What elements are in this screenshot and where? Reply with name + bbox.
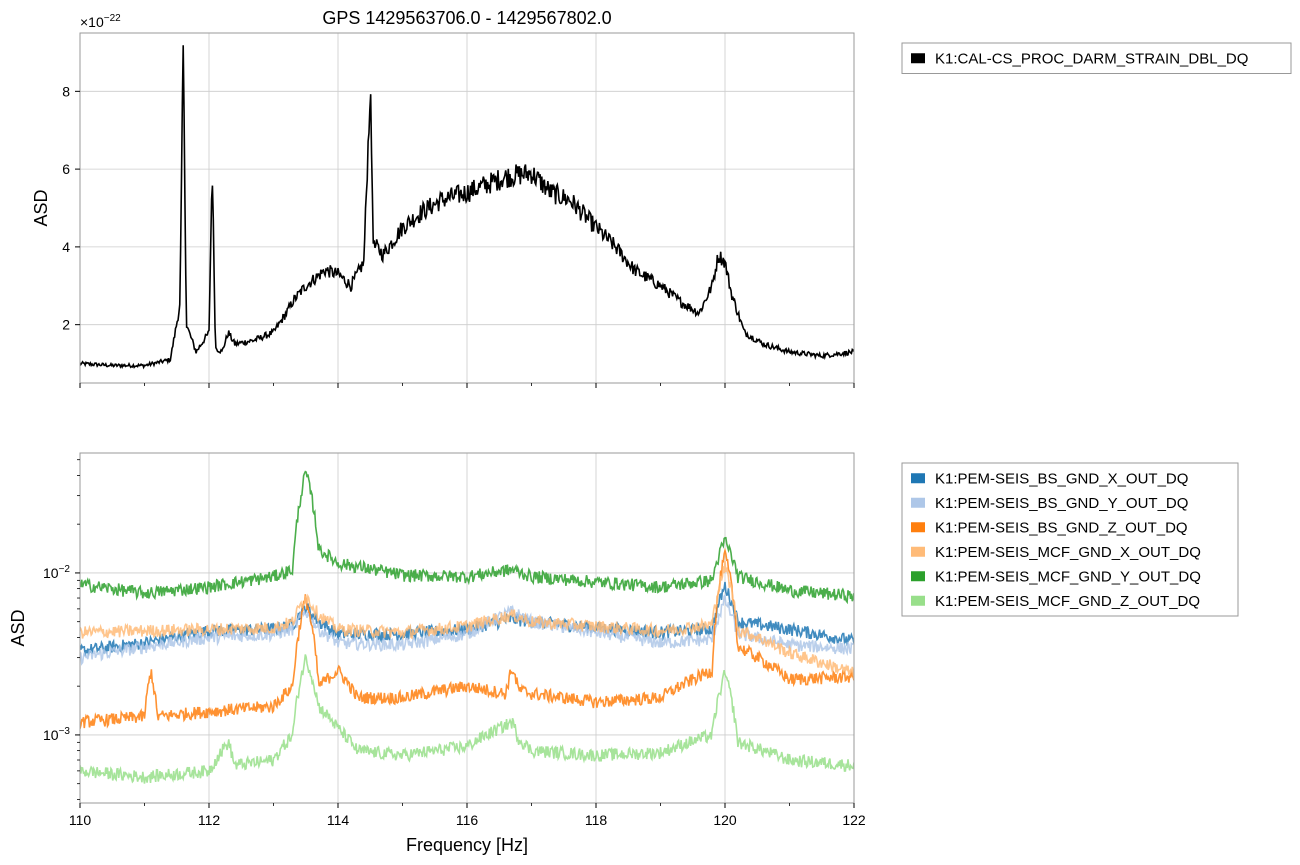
top-y-tick-label: 6 (62, 161, 70, 177)
bottom-x-tick-label: 112 (198, 812, 221, 828)
bottom-x-tick-label: 122 (842, 812, 866, 828)
bottom-legend-label: K1:PEM-SEIS_BS_GND_X_OUT_DQ (935, 470, 1188, 487)
top-y-tick-label: 4 (62, 239, 70, 255)
bottom-legend-label: K1:PEM-SEIS_MCF_GND_Y_OUT_DQ (935, 568, 1201, 585)
top-panel: 2 4 6 8 GPS 1429563706.0 - 1429567802.0 ASD… (31, 8, 1292, 388)
bottom-x-tick-label: 116 (456, 812, 479, 828)
bottom-series-line-4 (80, 470, 854, 605)
bottom-legend-frame (901, 462, 1239, 617)
bottom-legend-swatch (911, 497, 925, 508)
top-legend: K1:CAL-CS_PROC_DARM_STRAIN_DBL_DQ (901, 42, 1292, 74)
top-ticks: 2 4 6 8 (62, 83, 855, 388)
bottom-legend-label: K1:PEM-SEIS_MCF_GND_X_OUT_DQ (935, 544, 1201, 561)
bottom-x-axis-label: Frequency [Hz] (406, 835, 528, 855)
bottom-ticks: 110 112 114 116 118 120 122 10−3 10−2 (43, 459, 866, 828)
top-y-axis-label: ASD (31, 189, 51, 226)
bottom-y-tick-label: 10−3 (43, 726, 70, 743)
bottom-y-tick-label: 10−2 (43, 564, 70, 581)
top-series-line-0 (80, 45, 854, 370)
bottom-legend: K1:PEM-SEIS_BS_GND_X_OUT_DQ K1:PEM-SEIS_B… (901, 462, 1239, 617)
bottom-x-tick-label: 114 (327, 812, 350, 828)
bottom-series-lines (80, 470, 854, 784)
bottom-legend-label: K1:PEM-SEIS_BS_GND_Y_OUT_DQ (935, 495, 1188, 512)
bottom-legend-swatch (911, 546, 925, 557)
top-y-tick-label: 2 (62, 317, 70, 333)
top-y-multiplier-base: ×10 (80, 14, 104, 30)
bottom-series-line-2 (80, 547, 854, 729)
bottom-panel: 110 112 114 116 118 120 122 10−3 10−2 ASD Freque… (8, 452, 1239, 855)
bottom-legend-swatch (911, 522, 925, 533)
bottom-series-line-3 (80, 560, 854, 680)
top-series-lines (80, 45, 854, 370)
bottom-x-tick-label: 120 (713, 812, 737, 828)
top-legend-swatch (911, 53, 925, 64)
top-legend-frame (901, 42, 1292, 74)
top-legend-label: K1:CAL-CS_PROC_DARM_STRAIN_DBL_DQ (935, 50, 1248, 67)
bottom-legend-swatch (911, 571, 925, 582)
bottom-legend-swatch (911, 595, 925, 606)
top-chart-title: GPS 1429563706.0 - 1429567802.0 (322, 8, 611, 28)
top-y-multiplier: ×10−22 (80, 13, 121, 30)
bottom-y-axis-label: ASD (8, 609, 28, 646)
top-y-multiplier-exponent: −22 (104, 13, 121, 24)
bottom-series-line-5 (80, 654, 854, 784)
bottom-legend-swatch (911, 473, 925, 484)
bottom-x-tick-label: 118 (585, 812, 608, 828)
bottom-legend-label: K1:PEM-SEIS_BS_GND_Z_OUT_DQ (935, 519, 1188, 536)
top-y-tick-label: 8 (62, 83, 70, 99)
bottom-legend-label: K1:PEM-SEIS_MCF_GND_Z_OUT_DQ (935, 593, 1200, 610)
bottom-x-tick-label: 110 (69, 812, 92, 828)
